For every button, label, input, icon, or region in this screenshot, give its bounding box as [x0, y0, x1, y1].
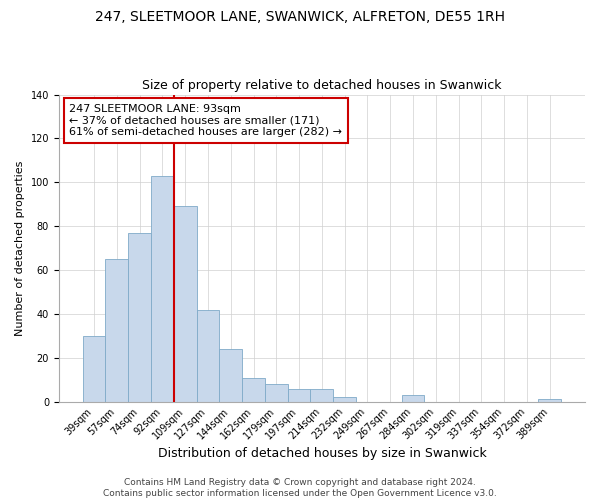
- X-axis label: Distribution of detached houses by size in Swanwick: Distribution of detached houses by size …: [158, 447, 486, 460]
- Text: 247, SLEETMOOR LANE, SWANWICK, ALFRETON, DE55 1RH: 247, SLEETMOOR LANE, SWANWICK, ALFRETON,…: [95, 10, 505, 24]
- Bar: [220, 349, 242, 402]
- Bar: [128, 233, 151, 402]
- Bar: [106, 259, 128, 402]
- Text: Contains HM Land Registry data © Crown copyright and database right 2024.
Contai: Contains HM Land Registry data © Crown c…: [103, 478, 497, 498]
- Text: 247 SLEETMOOR LANE: 93sqm
← 37% of detached houses are smaller (171)
61% of semi: 247 SLEETMOOR LANE: 93sqm ← 37% of detac…: [70, 104, 343, 137]
- Bar: [83, 336, 106, 402]
- Bar: [174, 206, 197, 402]
- Title: Size of property relative to detached houses in Swanwick: Size of property relative to detached ho…: [142, 79, 502, 92]
- Bar: [242, 378, 265, 402]
- Bar: [401, 395, 424, 402]
- Bar: [151, 176, 174, 402]
- Bar: [333, 398, 356, 402]
- Bar: [538, 400, 561, 402]
- Bar: [288, 388, 310, 402]
- Bar: [265, 384, 288, 402]
- Y-axis label: Number of detached properties: Number of detached properties: [15, 160, 25, 336]
- Bar: [197, 310, 220, 402]
- Bar: [310, 388, 333, 402]
